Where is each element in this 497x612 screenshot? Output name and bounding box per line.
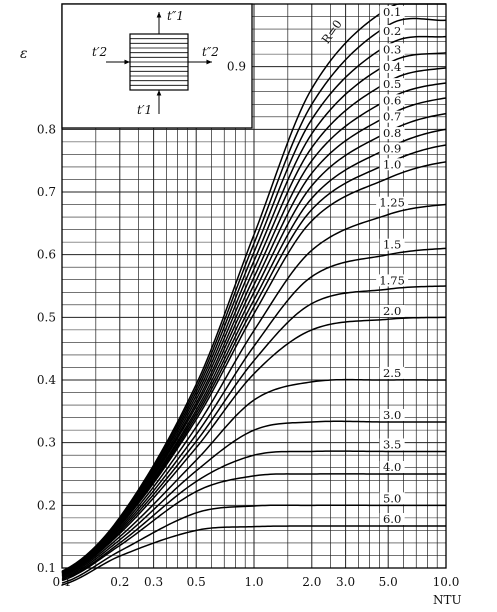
curve-label-bg xyxy=(379,78,405,91)
curve-label-bg xyxy=(379,5,405,18)
y-tick-label: 0.2 xyxy=(37,498,56,512)
x-tick-label: 0.3 xyxy=(144,575,163,589)
x-tick-label: 10.0 xyxy=(433,575,460,589)
inset-label-3: t′1 xyxy=(137,103,152,117)
curve-label-bg xyxy=(379,94,405,107)
curve-label-20: 6.0 xyxy=(383,512,401,526)
curve-label-19: 5.0 xyxy=(383,491,401,505)
curve-label-10: 1.0 xyxy=(383,157,401,171)
curve-label-bg xyxy=(379,127,405,140)
series-line-20 xyxy=(61,525,446,586)
curve-label-13: 1.75 xyxy=(379,273,405,287)
curve-label-4: 0.4 xyxy=(383,60,401,74)
curve-label-14: 2.0 xyxy=(383,304,401,318)
curve-label-bg xyxy=(379,110,405,123)
series-line-15 xyxy=(61,378,446,579)
curve-label-15: 2.5 xyxy=(383,366,401,380)
y-tick-label: 0.1 xyxy=(37,561,56,575)
curve-label-bg xyxy=(379,24,405,37)
curve-label-2: 0.2 xyxy=(383,24,401,38)
curve-label-3: 0.3 xyxy=(383,42,401,56)
curve-label-bg xyxy=(379,43,405,56)
tick-labels: 0.1 0.2 0.3 0.5 1.0 2.0 3.0 5.0 10.0 0.1 0.2 0.3 0.4… xyxy=(37,60,459,589)
curve-label-17: 3.5 xyxy=(383,437,401,451)
x-tick-label: 0.1 xyxy=(52,575,71,589)
plot-frame xyxy=(61,3,447,569)
flow-arrow-right-in-head xyxy=(124,59,130,65)
x-tick-label: 1.0 xyxy=(244,575,263,589)
inset-diagram: t″1 t′2 t″2 t′1 xyxy=(61,3,253,129)
curve-label-7: 0.7 xyxy=(383,110,401,124)
series-line-18 xyxy=(61,473,446,582)
y-tick-label: 0.3 xyxy=(37,436,56,450)
y-tick-label: 0.4 xyxy=(37,373,56,387)
flow-arrow-right-out-head xyxy=(206,59,212,65)
y-tick-label: 0.5 xyxy=(37,310,56,324)
curve-label-8: 0.8 xyxy=(383,126,401,140)
x-tick-label: 2.0 xyxy=(302,575,321,589)
curve-label-bg xyxy=(379,438,405,451)
x-tick-label: 5.0 xyxy=(379,575,398,589)
y-tick-label: 0.6 xyxy=(37,248,56,262)
series-line-17 xyxy=(61,450,446,581)
curve-label-bg xyxy=(379,366,405,379)
curve-label-9: 0.9 xyxy=(383,142,401,156)
y-axis-label: ε xyxy=(20,46,28,62)
curve-label-bg xyxy=(376,196,409,209)
series-line-10 xyxy=(61,161,447,575)
series-line-19 xyxy=(61,504,446,584)
inset-label-2: t″2 xyxy=(202,45,219,59)
curve-label-bg xyxy=(379,60,405,73)
curve-label-11: 1.25 xyxy=(379,196,405,210)
curve-label-bg xyxy=(379,461,405,473)
x-tick-label: 3.0 xyxy=(336,575,355,589)
series-line-16 xyxy=(61,420,446,580)
inset-label-0: t″1 xyxy=(167,9,184,23)
curve-label-bg xyxy=(376,274,409,287)
curve-label-1: 0.1 xyxy=(383,5,401,19)
series-line-12 xyxy=(61,247,447,576)
y-tick-label: 0.8 xyxy=(37,122,56,136)
flow-arrow-up-in-head xyxy=(156,90,162,96)
x-axis-label: NTU xyxy=(433,593,462,607)
y-tick-label: 0.7 xyxy=(37,185,56,199)
series-line-11 xyxy=(61,203,447,575)
curve-label-bg xyxy=(379,305,405,318)
series-line-13 xyxy=(61,285,447,577)
curve-label-bg xyxy=(379,492,405,505)
curve-label-bg xyxy=(379,238,405,251)
curve-label-12: 1.5 xyxy=(383,238,401,252)
curve-label-bg xyxy=(379,158,405,171)
curve-label-bg xyxy=(379,513,405,526)
plot-border xyxy=(61,3,447,569)
curve-label-6: 0.6 xyxy=(383,93,401,107)
curve-label-bg xyxy=(379,408,405,421)
series-line-14 xyxy=(61,316,447,577)
x-tick-label: 0.2 xyxy=(110,575,129,589)
x-tick-label: 0.5 xyxy=(187,575,206,589)
curve-label-16: 3.0 xyxy=(383,408,401,422)
y-tick-label: 0.9 xyxy=(227,60,246,74)
curve-label-5: 0.5 xyxy=(383,77,401,91)
curve-label-bg xyxy=(379,142,405,155)
curve-label-18: 4.0 xyxy=(383,460,401,474)
flow-arrow-up-out-head xyxy=(156,12,162,18)
inset-label-1: t′2 xyxy=(92,45,107,59)
